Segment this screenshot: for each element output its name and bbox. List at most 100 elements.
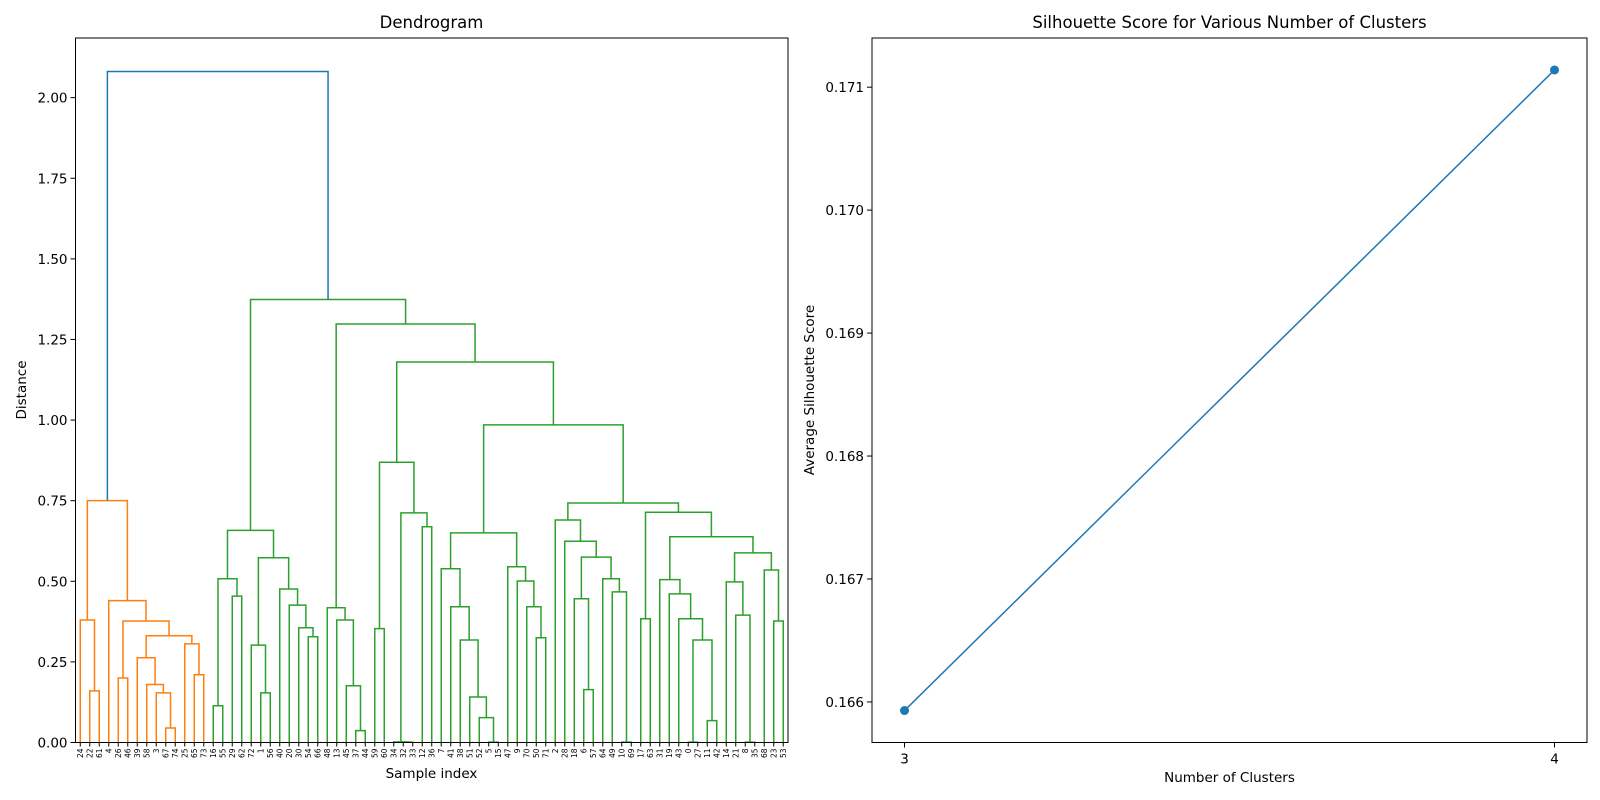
x-tick-label: 10: [617, 748, 626, 758]
x-tick-label: 42: [712, 748, 721, 758]
dendrogram-link: [449, 532, 518, 569]
dendrogram-link: [567, 502, 680, 521]
dendrogram-link: [298, 626, 314, 743]
y-tick-label: 0.166: [825, 695, 864, 711]
x-tick-label: 12: [418, 748, 427, 758]
x-tick-label: 6: [579, 748, 588, 753]
dendrogram-link: [395, 361, 555, 463]
dendrogram-link: [117, 677, 129, 743]
x-tick-label: 68: [760, 748, 769, 758]
x-tick-label: 28: [560, 748, 569, 758]
dendrogram-link: [469, 696, 488, 743]
dendrogram-link: [378, 461, 415, 629]
x-tick-label: 2: [551, 748, 560, 753]
dendrogram-link: [564, 540, 597, 743]
dendrogram-link: [257, 557, 290, 646]
silhouette-series: [900, 65, 1559, 716]
y-tick-label: 1.00: [37, 413, 67, 429]
dendrogram-link: [692, 639, 713, 743]
x-tick-label: 70: [522, 748, 531, 758]
x-tick-label: 38: [456, 748, 465, 758]
dendrogram-link: [212, 704, 224, 743]
x-tick-label: 13: [332, 748, 341, 758]
dendrogram-link: [288, 604, 307, 743]
dendrogram-link: [89, 690, 100, 743]
dendrogram-link: [450, 606, 470, 743]
x-tick-label: 54: [304, 748, 313, 758]
y-tick-label: 0.171: [825, 80, 864, 96]
x-tick-label: 8: [741, 748, 750, 753]
x-tick-label: 5: [484, 748, 493, 753]
y-tick-label: 0.169: [825, 326, 864, 342]
x-tick-label: 17: [636, 748, 645, 758]
silhouette-point: [1550, 65, 1559, 75]
dendrogram-link: [478, 716, 495, 743]
x-tick-label: 74: [171, 748, 180, 758]
x-tick-label: 59: [370, 748, 379, 758]
x-tick-label: 21: [731, 748, 740, 758]
x-tick-label: 71: [541, 748, 550, 758]
x-tick-label: 27: [693, 748, 702, 758]
dendrogram-links: [79, 70, 784, 743]
x-tick-label: 50: [532, 748, 541, 758]
dendrogram-link: [602, 577, 621, 743]
dendrogram-link: [526, 606, 542, 743]
dendrogram-link: [706, 719, 718, 743]
dendrogram-link: [669, 536, 754, 580]
dendrogram-link: [336, 619, 355, 743]
x-tick-label: 45: [342, 748, 351, 758]
dendrogram-link: [611, 591, 628, 743]
x-tick-label: 44: [361, 748, 370, 758]
y-tick-label: 1.25: [37, 332, 67, 348]
y-tick-label: 0.75: [37, 494, 67, 510]
x-tick-label: 22: [85, 748, 94, 758]
x-tick-label: 60: [380, 748, 389, 758]
dendrogram-link: [355, 729, 366, 743]
x-tick-label: 73: [199, 748, 208, 758]
y-tick-label: 0.170: [825, 203, 864, 219]
x-tick-label: 26: [114, 748, 123, 758]
dendrogram-link: [106, 70, 329, 501]
x-tick-label: 1: [256, 748, 265, 753]
x-tick-label: 30: [294, 748, 303, 758]
silhouette-point: [900, 706, 909, 716]
x-tick-label: 14: [722, 748, 731, 758]
x-tick-label: 3: [152, 748, 161, 753]
x-tick-label: 36: [427, 748, 436, 758]
x-tick-label: 62: [237, 748, 246, 758]
silhouette-frame: [871, 37, 1588, 743]
x-tick-label: 48: [323, 748, 332, 758]
x-tick-label: 35: [750, 748, 759, 758]
x-tick-label: 49: [608, 748, 617, 758]
dendrogram-title: Dendrogram: [380, 13, 484, 32]
x-tick-label: 55: [218, 748, 227, 758]
dendrogram-link: [79, 619, 96, 743]
dendrogram-link: [345, 685, 362, 743]
x-tick-label: 43: [674, 748, 683, 758]
x-tick-label: 15: [494, 748, 503, 758]
dendrogram-link: [763, 569, 780, 743]
dendrogram-link: [580, 556, 612, 599]
dendrogram-link: [400, 512, 428, 742]
x-tick-label: 63: [646, 748, 655, 758]
y-tick-label: 0.50: [37, 574, 67, 590]
x-tick-label: 18: [570, 748, 579, 758]
y-tick-label: 0.00: [37, 736, 67, 752]
x-tick-label: 37: [351, 748, 360, 758]
x-tick-label: 46: [123, 748, 132, 758]
dendrogram-link: [249, 298, 407, 531]
y-tick-label: 1.75: [37, 171, 67, 187]
dendrogram-frame: [75, 37, 789, 743]
dendrogram-x-label: Sample index: [386, 766, 478, 782]
x-tick-label: 29: [228, 748, 237, 758]
dendrogram-link: [165, 727, 176, 743]
dendrogram-link: [108, 599, 147, 743]
dendrogram-link: [217, 577, 238, 706]
x-tick-label: 72: [247, 748, 256, 758]
x-tick-label: 16: [209, 748, 218, 758]
x-tick-label: 7: [437, 748, 446, 753]
dendrogram-chart: Dendrogram Sample index Distance 24 22 61 4…: [14, 13, 789, 782]
dendrogram-y-label: Distance: [14, 360, 30, 419]
silhouette-x-label: Number of Clusters: [1164, 770, 1295, 786]
